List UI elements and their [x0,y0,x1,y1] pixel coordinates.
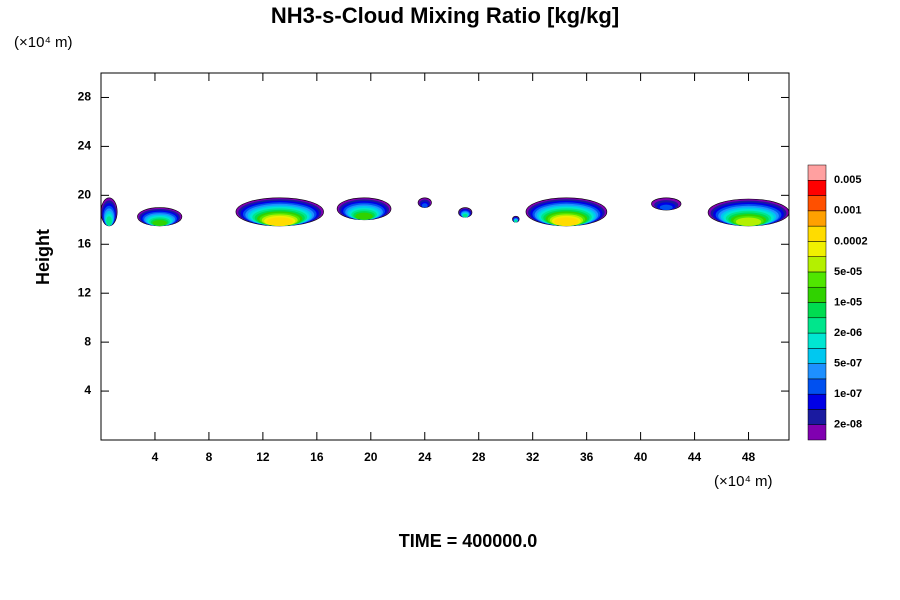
x-tick-label: 28 [472,450,486,464]
colorbar-label: 0.001 [834,205,862,217]
contour-field [101,197,789,227]
x-tick-label: 24 [418,450,432,464]
contour-level [421,203,428,208]
contour-level [735,217,762,226]
contour-level [554,217,579,226]
contour-level [355,212,373,220]
colorbar-label: 2e-08 [834,419,862,431]
x-tick-label: 4 [152,450,159,464]
colorbar-label: 2e-06 [834,327,862,339]
x-tick-label: 40 [634,450,648,464]
contour-level [514,220,517,223]
colorbar-box [807,256,827,273]
colorbar-box [807,424,827,441]
plot-frame [100,72,790,441]
y-tick-label: 4 [84,383,91,397]
x-tick-label: 48 [742,450,756,464]
colorbar-label: 1e-07 [834,388,862,400]
x-unit: (×10⁴ m) [714,473,773,490]
y-tick-label: 16 [78,236,92,250]
colorbar-box [807,348,827,364]
x-tick-label: 36 [580,450,594,464]
x-tick-label: 16 [310,450,324,464]
colorbar-label: 1e-05 [834,296,862,308]
y-tick-label: 28 [78,90,92,104]
colorbar-label: 5e-07 [834,358,862,370]
colorbar-label: 0.0002 [834,235,868,247]
y-tick-label: 12 [78,285,92,299]
x-tick-label: 12 [256,450,270,464]
x-tick-label: 8 [206,450,213,464]
y-tick-label: 8 [84,334,91,348]
colorbar-box [807,302,827,319]
colorbar-box [807,180,827,196]
footer: TIME = 400000.0 [399,531,538,551]
contour-level [266,217,294,226]
colorbar-box [807,271,827,288]
colorbar-box [807,195,827,212]
y-unit: (×10⁴ m) [14,34,73,51]
colorbar-box [807,317,827,334]
colorbar-box [807,332,827,349]
contour-level [659,204,673,211]
colorbar-box [807,241,827,257]
colorbar-box [807,393,827,410]
x-tick-label: 44 [688,450,702,464]
colorbar-box [807,210,827,227]
colorbar-box [807,409,827,425]
chart-title: NH3-s-Cloud Mixing Ratio [kg/kg] [271,3,619,28]
colorbar-box [807,225,827,242]
contour-level [462,213,468,218]
contour-level [106,216,112,226]
colorbar-box [807,164,827,181]
contour-level [152,219,167,226]
y-axis-label: Height [33,229,53,285]
x-tick-label: 20 [364,450,378,464]
colorbar-box [807,363,827,380]
y-tick-label: 20 [78,188,92,202]
y-tick-label: 24 [78,139,92,153]
colorbar-label: 5e-05 [834,266,862,278]
colorbar-box [807,378,827,395]
colorbar-box [807,286,827,303]
colorbar-label: 0.005 [834,174,862,186]
x-tick-label: 32 [526,450,540,464]
